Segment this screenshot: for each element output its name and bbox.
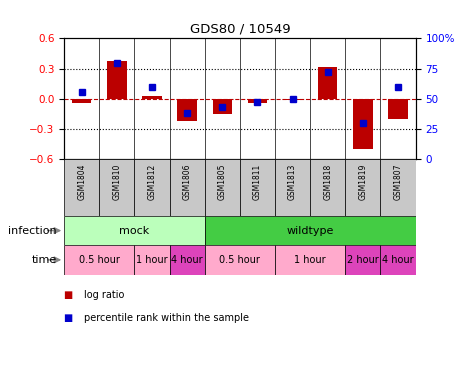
Bar: [283, 99, 302, 100]
Bar: [64, 245, 134, 274]
Bar: [318, 67, 337, 99]
Text: time: time: [32, 255, 57, 265]
Text: wildtype: wildtype: [286, 225, 334, 236]
Bar: [170, 159, 205, 216]
Bar: [275, 245, 345, 274]
Text: 1 hour: 1 hour: [136, 255, 168, 265]
Bar: [72, 99, 91, 103]
Bar: [213, 99, 232, 114]
Text: mock: mock: [119, 225, 150, 236]
Bar: [248, 99, 267, 103]
Text: log ratio: log ratio: [84, 290, 124, 300]
Bar: [170, 245, 205, 274]
Text: GSM1807: GSM1807: [394, 164, 402, 200]
Bar: [99, 159, 134, 216]
Bar: [345, 245, 380, 274]
Bar: [134, 245, 170, 274]
Bar: [64, 159, 99, 216]
Text: ■: ■: [64, 313, 76, 324]
Text: infection: infection: [9, 225, 57, 236]
Text: ■: ■: [64, 290, 76, 300]
Text: 0.5 hour: 0.5 hour: [79, 255, 120, 265]
Text: GSM1805: GSM1805: [218, 164, 227, 200]
Text: GSM1810: GSM1810: [113, 164, 121, 200]
Text: percentile rank within the sample: percentile rank within the sample: [84, 313, 249, 324]
Text: 0.5 hour: 0.5 hour: [219, 255, 260, 265]
Text: 4 hour: 4 hour: [171, 255, 203, 265]
Text: GSM1811: GSM1811: [253, 164, 262, 200]
Text: 1 hour: 1 hour: [294, 255, 326, 265]
Bar: [178, 99, 197, 121]
Bar: [107, 60, 126, 99]
Bar: [205, 159, 240, 216]
Text: 2 hour: 2 hour: [347, 255, 379, 265]
Title: GDS80 / 10549: GDS80 / 10549: [190, 23, 290, 36]
Bar: [205, 245, 275, 274]
Text: GSM1812: GSM1812: [148, 164, 156, 200]
Bar: [275, 159, 310, 216]
Text: 4 hour: 4 hour: [382, 255, 414, 265]
Bar: [389, 99, 408, 119]
Bar: [345, 159, 380, 216]
Bar: [64, 216, 205, 245]
Bar: [134, 159, 170, 216]
Bar: [240, 159, 275, 216]
Bar: [142, 96, 162, 99]
Text: GSM1806: GSM1806: [183, 164, 191, 200]
Text: GSM1819: GSM1819: [359, 164, 367, 200]
Bar: [205, 216, 416, 245]
Bar: [310, 159, 345, 216]
Bar: [353, 99, 372, 149]
Text: GSM1804: GSM1804: [77, 164, 86, 200]
Bar: [380, 159, 416, 216]
Bar: [380, 245, 416, 274]
Text: GSM1818: GSM1818: [323, 164, 332, 200]
Text: GSM1813: GSM1813: [288, 164, 297, 200]
